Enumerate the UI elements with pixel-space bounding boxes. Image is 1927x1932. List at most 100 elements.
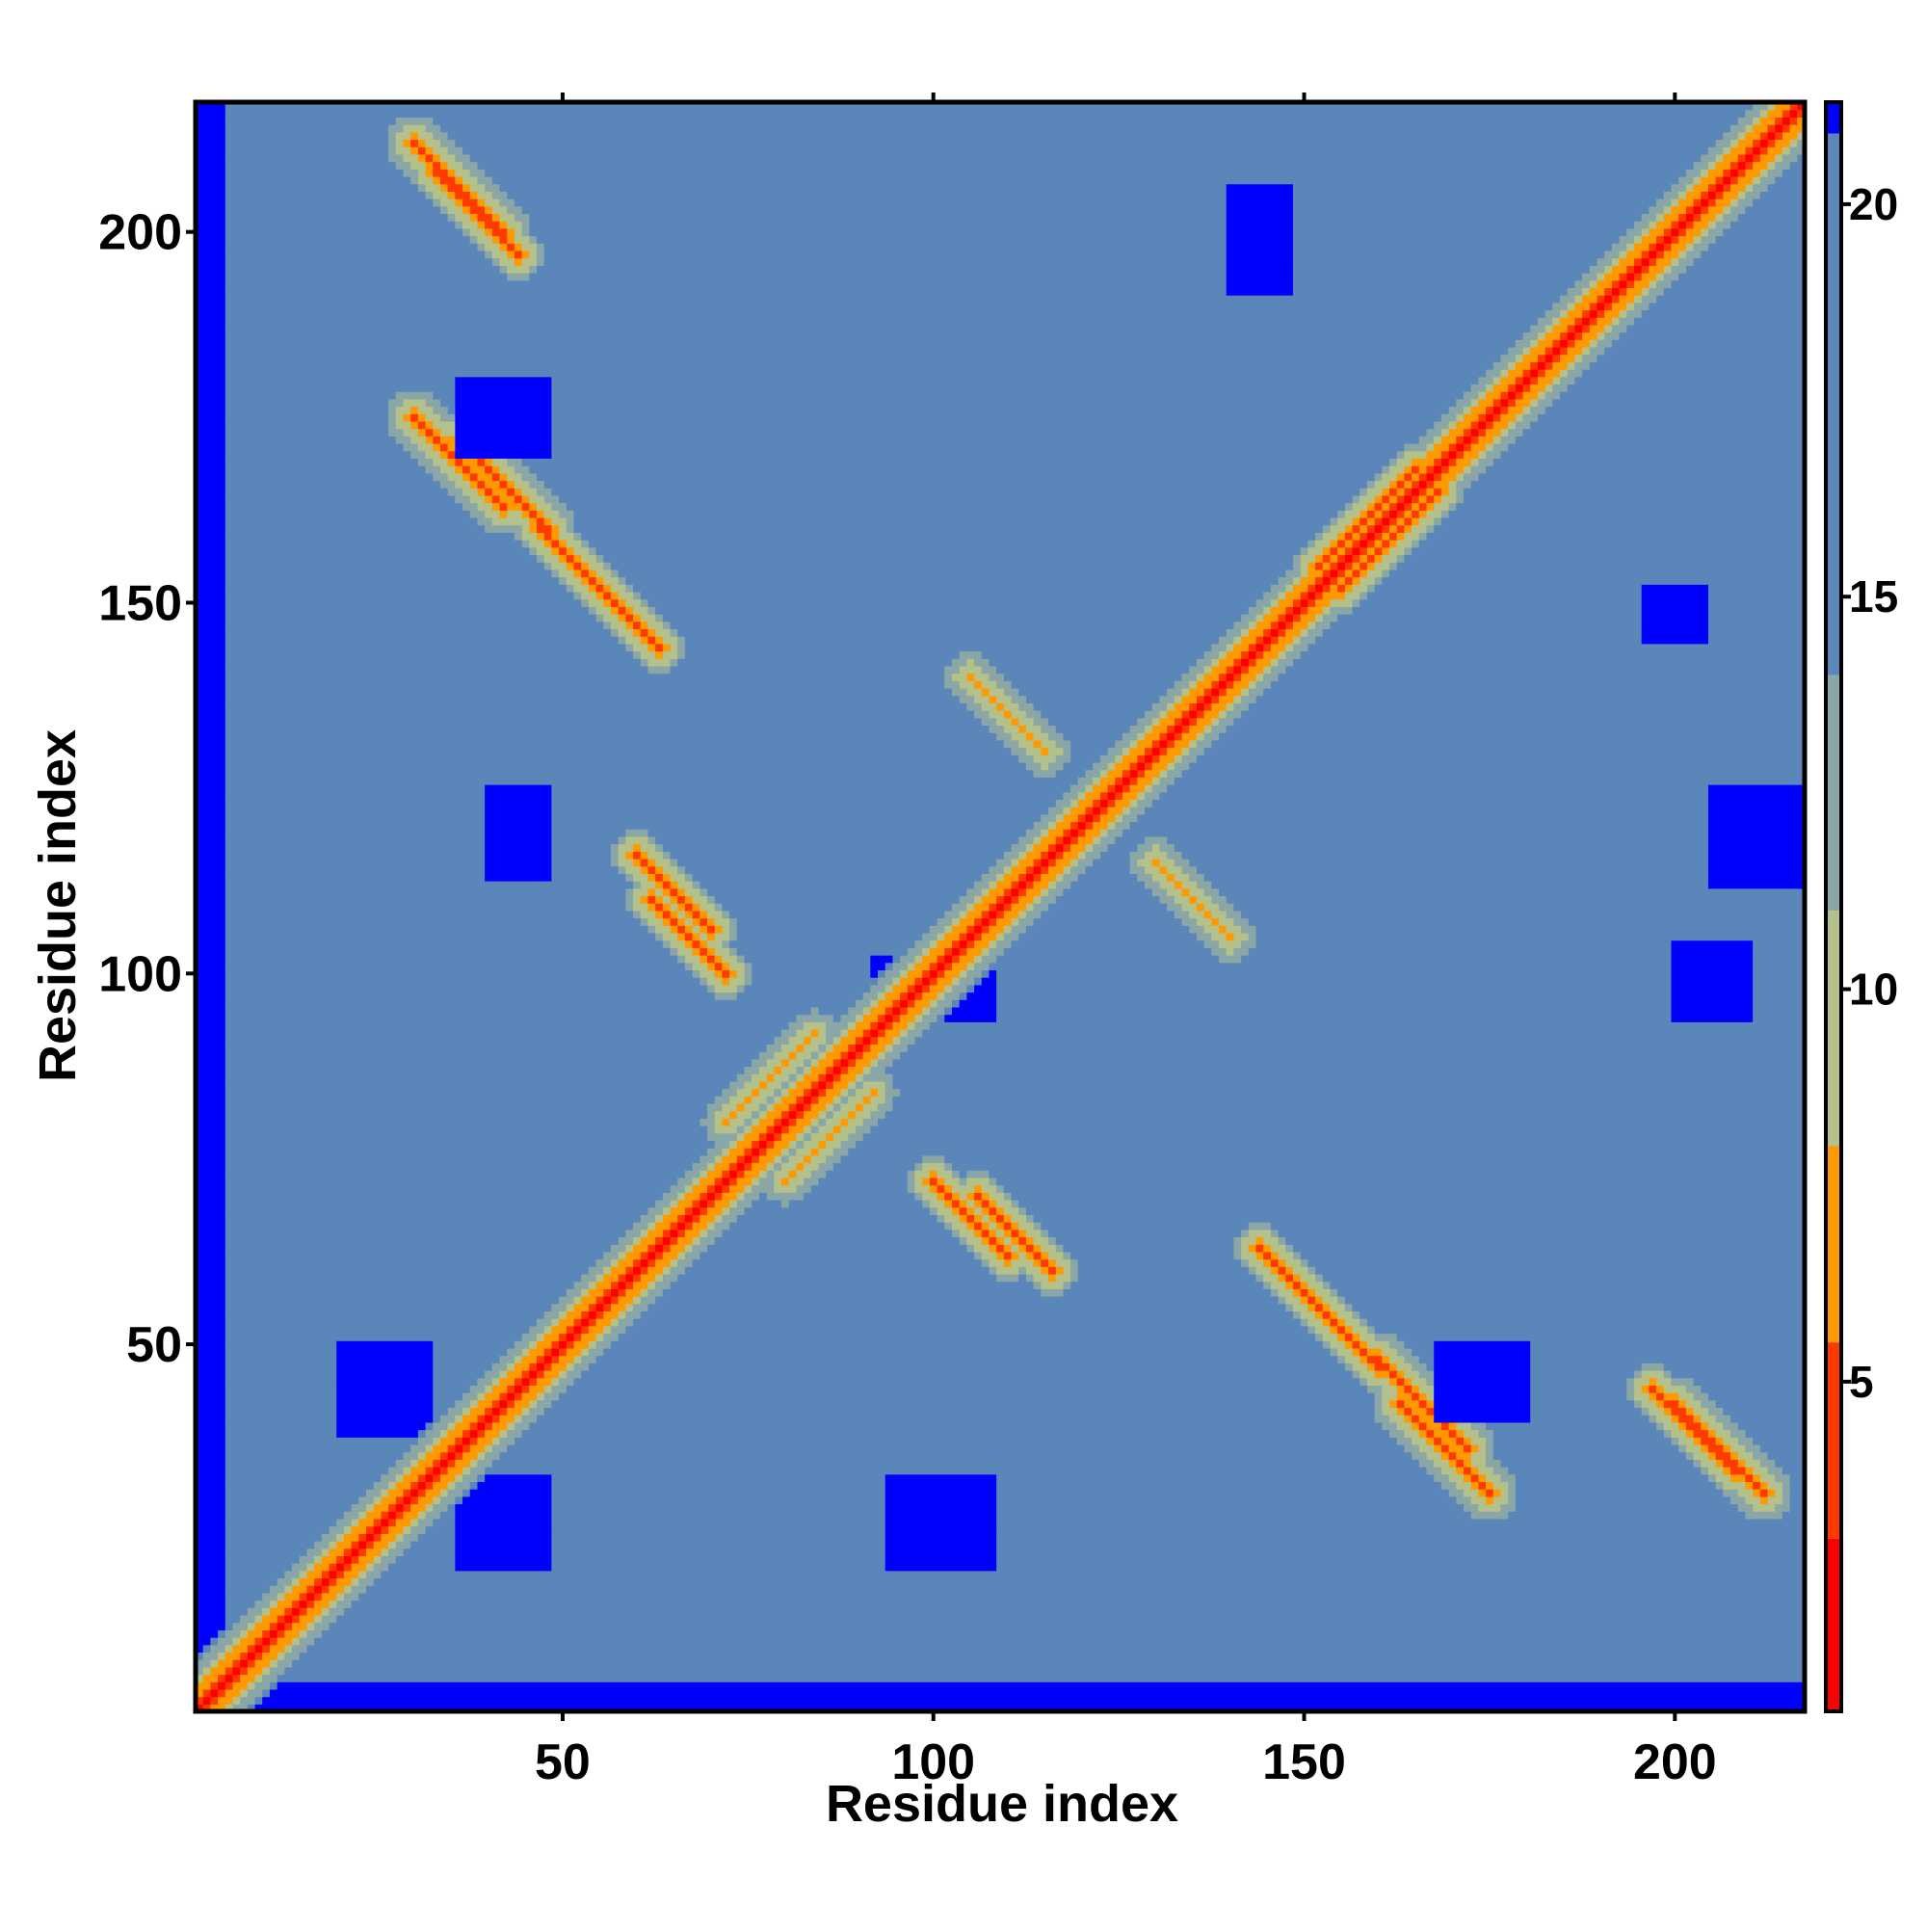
heatmap-cell (662, 887, 672, 897)
heatmap-cell (736, 992, 864, 1000)
heatmap-cell (1366, 540, 1376, 548)
heatmap-cell (455, 413, 552, 422)
heatmap-cell (1233, 673, 1242, 681)
heatmap-cell (655, 1244, 664, 1253)
heatmap-cell (1330, 1318, 1338, 1327)
heatmap-cell (1248, 643, 1257, 652)
heatmap-cell (1508, 420, 1517, 430)
heatmap-cell (321, 1607, 330, 1616)
heatmap-cell (417, 131, 434, 141)
heatmap-cell (1300, 1288, 1308, 1297)
heatmap-cell (1492, 376, 1502, 385)
heatmap-cell (692, 873, 983, 882)
heatmap-cell (559, 1355, 575, 1363)
heatmap-cell (989, 881, 997, 889)
heatmap-cell (1478, 428, 1487, 437)
heatmap-cell (944, 680, 961, 689)
heatmap-cell (1604, 346, 1806, 356)
heatmap-cell (670, 1236, 678, 1245)
heatmap-cell (1730, 1467, 1747, 1475)
heatmap-cell (766, 1080, 782, 1090)
heatmap-cell (485, 813, 552, 823)
heatmap-cell (1226, 628, 1242, 637)
heatmap-cell (1033, 702, 1153, 711)
heatmap-cell (559, 554, 568, 563)
heatmap-cell (1448, 465, 1465, 474)
heatmap-cell (951, 999, 961, 1008)
heatmap-cell (521, 1392, 538, 1401)
heatmap-cell (670, 1229, 678, 1238)
heatmap-cell (1404, 516, 1412, 526)
heatmap-cell (974, 1222, 983, 1231)
heatmap-cell (439, 428, 456, 437)
heatmap-cell (677, 865, 686, 874)
heatmap-cell (677, 925, 686, 934)
heatmap-cell (336, 1518, 353, 1527)
heatmap-cell (1552, 398, 1806, 408)
heatmap-cell (477, 161, 1695, 170)
heatmap-cell (1671, 221, 1679, 229)
heatmap-cell (410, 161, 427, 170)
heatmap-cell (1374, 1363, 1390, 1371)
heatmap-cell (655, 910, 664, 919)
heatmap-cell (1003, 1229, 1013, 1238)
heatmap-cell (224, 1607, 249, 1616)
heatmap-cell (196, 1407, 226, 1416)
heatmap-cell (1753, 1473, 1761, 1483)
heatmap-cell (826, 1021, 849, 1030)
heatmap-cell (1337, 510, 1346, 518)
heatmap-cell (1189, 925, 1205, 934)
heatmap-cell (677, 910, 686, 919)
heatmap-cell (224, 205, 441, 215)
heatmap-cell (1678, 235, 1695, 244)
heatmap-cell (224, 227, 463, 237)
heatmap-cell (1582, 295, 1598, 304)
heatmap-cell (299, 1607, 308, 1616)
heatmap-cell (1426, 1377, 1435, 1386)
heatmap-cell (929, 962, 938, 971)
heatmap-cell (1344, 1340, 1354, 1349)
heatmap-cell (1611, 287, 1621, 296)
heatmap-cell (870, 1110, 886, 1119)
heatmap-cell (796, 1110, 805, 1119)
heatmap-cell (196, 614, 226, 622)
heatmap-cell (1626, 302, 1635, 311)
heatmap-cell (224, 458, 419, 466)
heatmap-cell (1671, 183, 1687, 192)
heatmap-cell (196, 732, 226, 741)
heatmap-cell (1211, 702, 1227, 711)
heatmap-cell (1492, 443, 1509, 452)
heatmap-cell (1515, 384, 1524, 392)
heatmap-cell (1226, 665, 1235, 675)
heatmap-cell (196, 406, 226, 414)
heatmap-cell (1352, 494, 1360, 504)
heatmap-cell (884, 984, 894, 993)
heatmap-cell (684, 1229, 700, 1238)
heatmap-cell (907, 1006, 923, 1016)
heatmap-cell (196, 636, 226, 645)
heatmap-cell (1730, 198, 1739, 207)
heatmap-cell (996, 1244, 1005, 1253)
heatmap-cell (410, 450, 427, 460)
heatmap-cell (603, 1310, 620, 1319)
heatmap-cell (1292, 1288, 1302, 1297)
heatmap-cell (573, 1355, 582, 1363)
heatmap-cell (224, 369, 1487, 378)
colorbar-segment (1826, 1342, 1841, 1539)
heatmap-cell (1167, 769, 1183, 778)
heatmap-cell (537, 554, 545, 563)
heatmap-cell (1693, 1437, 1702, 1445)
heatmap-cell (692, 962, 708, 971)
heatmap-cell (1352, 1347, 1360, 1357)
heatmap-cell (1782, 1481, 1791, 1490)
heatmap-cell (202, 1666, 211, 1676)
heatmap-cell (966, 687, 983, 697)
heatmap-cell (1003, 925, 1013, 934)
heatmap-cell (804, 1177, 820, 1186)
heatmap-cell (507, 273, 530, 281)
heatmap-cell (543, 562, 553, 570)
heatmap-cell (1745, 1429, 1806, 1438)
heatmap-cell (196, 1451, 226, 1460)
heatmap-cell (966, 1222, 975, 1231)
heatmap-cell (810, 1148, 820, 1156)
